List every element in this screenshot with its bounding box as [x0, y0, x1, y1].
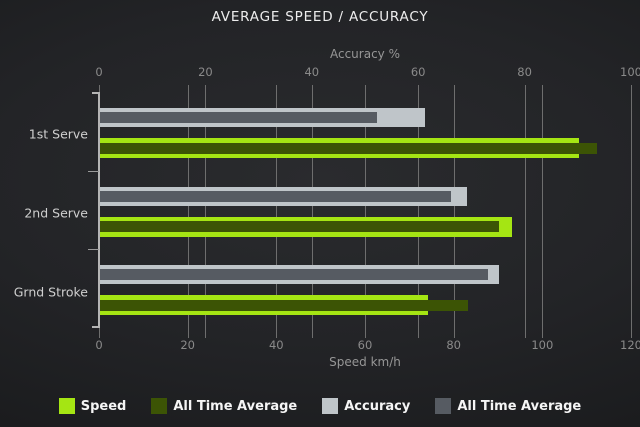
legend-item-accuracy: Accuracy — [322, 398, 410, 414]
legend-swatch — [435, 398, 452, 414]
category-label-grnd-stroke: Grnd Stroke — [13, 284, 88, 300]
legend: Speed All Time Average Accuracy All Time Av… — [0, 398, 640, 414]
legend-item-all-time-average: All Time Average — [151, 398, 297, 414]
bottom-axis-gridline — [542, 85, 544, 338]
chart-title: AVERAGE SPEED / ACCURACY — [211, 9, 429, 25]
bar-all-time-average-1st-serve — [100, 142, 597, 154]
legend-item-all-time-average: All Time Average — [435, 398, 581, 414]
category-label-1st-serve: 1st Serve — [28, 126, 88, 142]
bottom-axis-gridline — [453, 85, 455, 338]
category-label-2nd-serve: 2nd Serve — [24, 205, 88, 221]
legend-item-speed: Speed — [58, 398, 127, 414]
top-axis-gridline — [418, 85, 420, 338]
legend-label: Speed — [80, 398, 127, 414]
bottom-axis-title: Speed km/h — [329, 355, 401, 369]
bottom-axis-tick-label: 20 — [180, 338, 196, 352]
category-divider-tick — [88, 249, 99, 251]
top-axis-gridline — [524, 85, 526, 338]
bottom-axis-tick-label: 40 — [268, 338, 284, 352]
bottom-axis-tick-label: 120 — [620, 338, 640, 352]
legend-label: Accuracy — [344, 398, 411, 414]
top-axis-gridline — [311, 85, 313, 338]
bottom-axis-gridline — [365, 85, 366, 338]
bar-all-time-average-grnd-stroke — [100, 299, 468, 311]
bottom-axis-tick-label: 60 — [357, 338, 373, 352]
legend-label: All Time Average — [457, 398, 582, 414]
bar-all-time-average-2nd-serve — [100, 221, 499, 233]
y-axis-bottom-cap — [92, 326, 99, 328]
bottom-axis-tick-label: 80 — [446, 338, 462, 352]
bar-all-time-average-2nd-serve — [100, 190, 452, 202]
category-divider-tick — [88, 170, 99, 172]
top-axis-tick-label: 80 — [517, 65, 532, 79]
legend-swatch — [151, 398, 168, 414]
bottom-axis-tick-label: 100 — [531, 338, 554, 352]
legend-swatch — [322, 398, 339, 414]
y-axis-line — [98, 92, 100, 328]
top-axis-tick-label: 20 — [198, 65, 213, 79]
top-axis-title: Accuracy % — [329, 47, 400, 61]
bottom-axis-tick-label: 0 — [95, 338, 103, 352]
top-axis-tick-label: 40 — [304, 65, 320, 79]
bottom-axis-gridline — [187, 85, 189, 338]
legend-label: All Time Average — [173, 398, 298, 414]
top-axis-tick-label: 60 — [410, 65, 426, 79]
bar-all-time-average-1st-serve — [100, 112, 377, 123]
legend-swatch — [58, 398, 75, 414]
top-axis-tick-label: 0 — [95, 65, 103, 79]
top-axis-gridline — [205, 85, 207, 338]
top-axis-tick-label: 100 — [620, 65, 640, 79]
bottom-axis-gridline — [631, 85, 632, 338]
y-axis-top-cap — [92, 92, 99, 94]
bar-all-time-average-grnd-stroke — [100, 269, 489, 281]
bottom-axis-gridline — [276, 85, 278, 338]
